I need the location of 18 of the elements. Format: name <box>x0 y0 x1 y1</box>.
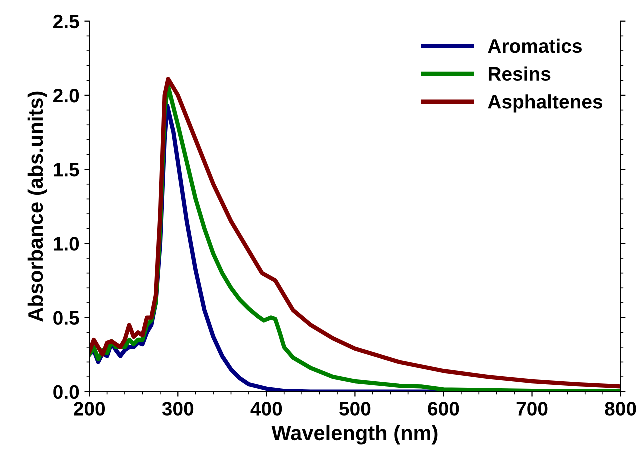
legend-label: Aromatics <box>488 38 582 54</box>
x-axis-title: Wavelength (nm) <box>272 425 438 445</box>
y-tick-label: 0.5 <box>54 311 80 326</box>
legend-label: Resins <box>488 66 551 82</box>
x-tick-label: 800 <box>605 402 636 416</box>
x-tick-label: 400 <box>250 402 282 416</box>
y-tick-label: 0.0 <box>54 385 80 400</box>
x-tick-label: 500 <box>340 402 371 416</box>
y-axis-title: Absorbance (abs.units) <box>28 92 48 322</box>
legend-label: Asphaltenes <box>488 94 603 113</box>
y-tick-label: 1.5 <box>54 163 80 177</box>
y-tick-label: 2.5 <box>54 14 80 29</box>
y-tick-label: 1.0 <box>54 237 80 251</box>
x-tick-label: 700 <box>516 402 548 416</box>
x-tick-label: 200 <box>74 402 106 416</box>
y-tick-label: 2.0 <box>54 88 80 103</box>
x-tick-label: 300 <box>162 402 194 416</box>
x-tick-label: 600 <box>428 402 460 416</box>
